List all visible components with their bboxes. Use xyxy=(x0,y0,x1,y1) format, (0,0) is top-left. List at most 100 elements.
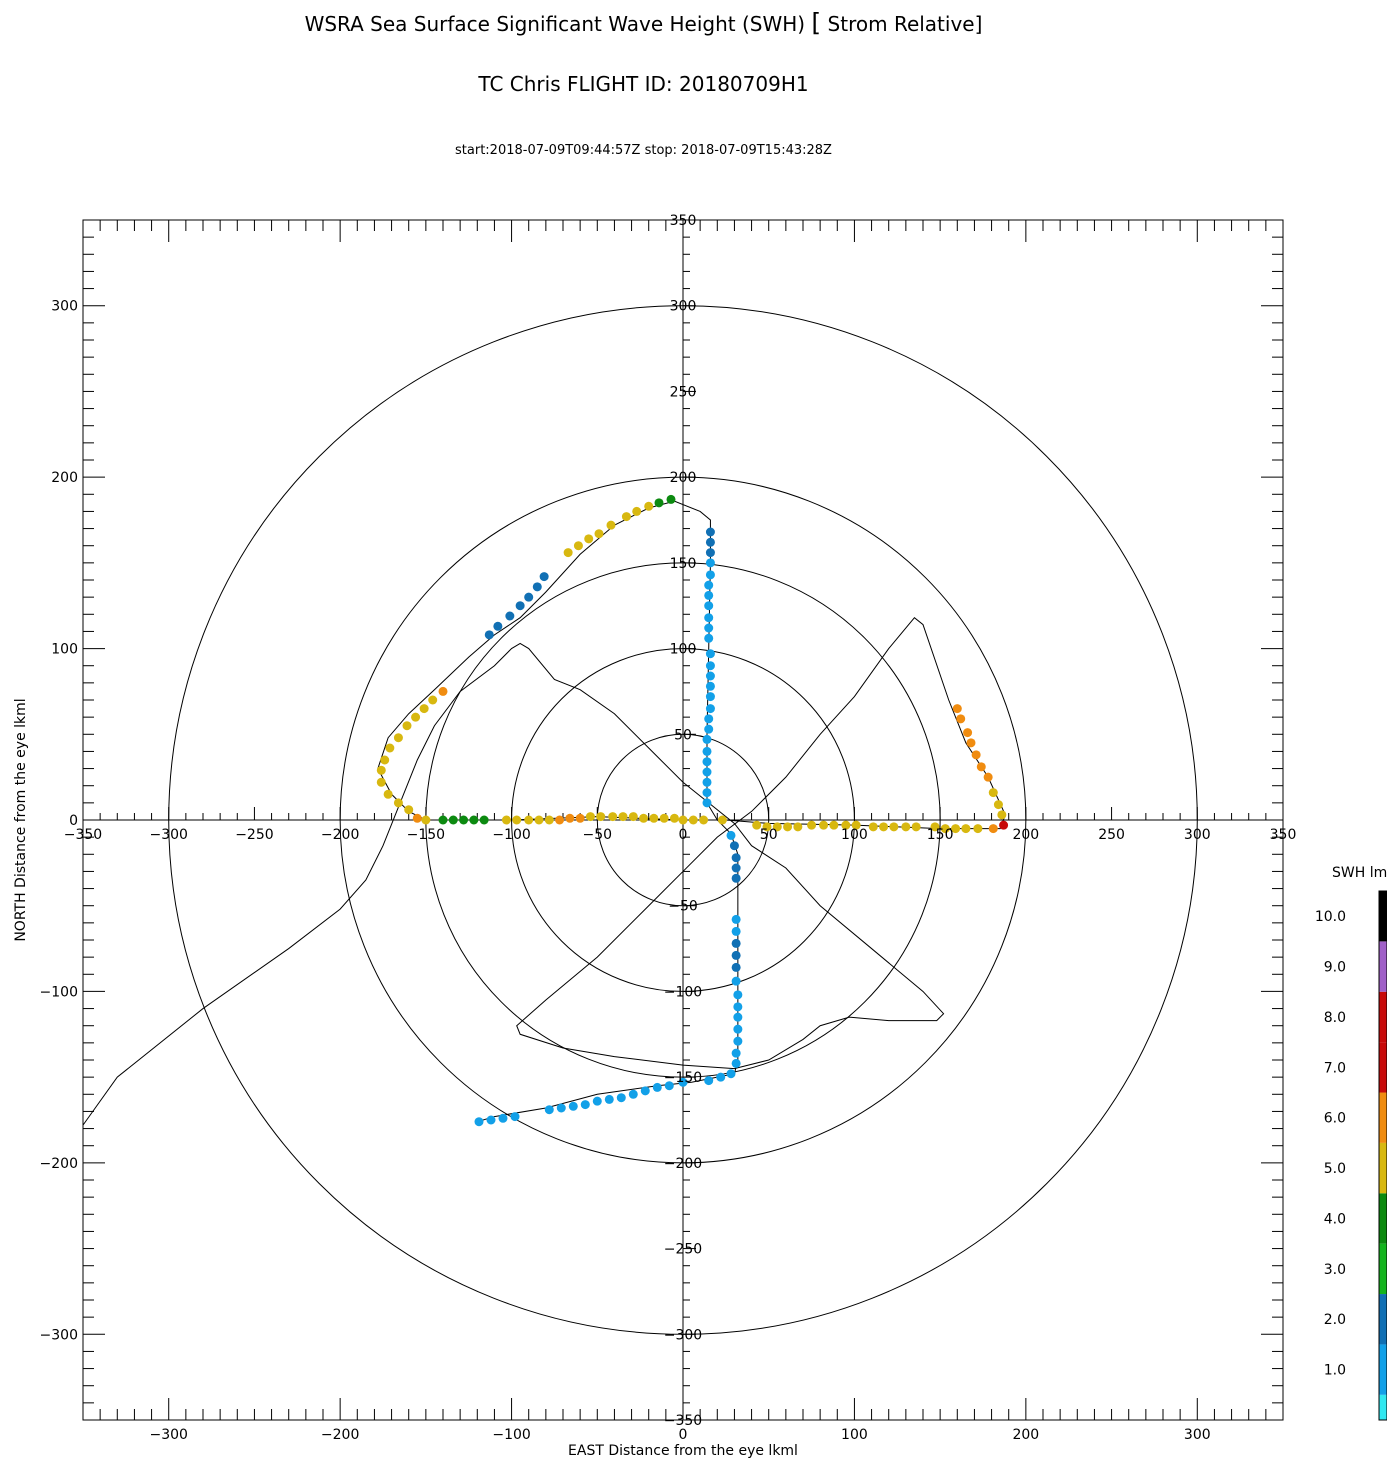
swh-point xyxy=(628,1089,638,1099)
swh-point xyxy=(993,800,1003,810)
swh-point xyxy=(901,822,911,832)
swh-points xyxy=(376,494,1009,1127)
swh-point xyxy=(419,704,429,714)
swh-point xyxy=(733,1036,743,1046)
center-x-tick-label: −350 xyxy=(64,827,102,843)
x-tick-label: 0 xyxy=(679,1427,688,1443)
center-y-tick-label: −50 xyxy=(668,899,698,915)
center-x-tick-label: −50 xyxy=(583,827,613,843)
center-x-tick-label: 350 xyxy=(1270,827,1297,843)
color-bar-tick-label: 10.0 xyxy=(1315,909,1346,925)
swh-point xyxy=(659,813,669,823)
swh-point xyxy=(961,824,971,834)
swh-point xyxy=(688,815,698,825)
swh-point xyxy=(654,498,664,508)
swh-point xyxy=(868,822,878,832)
swh-point xyxy=(563,548,573,558)
swh-point xyxy=(539,572,549,582)
center-y-tick-label: −150 xyxy=(664,1070,702,1086)
swh-point xyxy=(705,537,715,547)
center-y-tick-label: 300 xyxy=(670,299,697,315)
swh-point xyxy=(505,611,515,621)
swh-point xyxy=(879,822,889,832)
x-axis-label: EAST Distance from the eye lkml xyxy=(568,1443,798,1459)
swh-point xyxy=(640,1086,650,1096)
center-x-tick-label: 200 xyxy=(1012,827,1039,843)
swh-point xyxy=(404,805,414,815)
swh-point xyxy=(716,1072,726,1082)
swh-point xyxy=(702,734,712,744)
swh-point xyxy=(704,724,714,734)
swh-point xyxy=(731,914,741,924)
chart-title: WSRA Sea Surface Significant Wave Height… xyxy=(0,8,1287,37)
swh-point xyxy=(704,1076,714,1086)
swh-point xyxy=(702,777,712,787)
swh-point xyxy=(819,820,829,830)
center-x-tick-label: 300 xyxy=(1184,827,1211,843)
y-tick-label: 300 xyxy=(51,299,78,315)
title-text: WSRA Sea Surface Significant Wave Height… xyxy=(304,12,806,36)
color-bar-tick-label: 9.0 xyxy=(1324,960,1346,976)
swh-point xyxy=(731,962,741,972)
color-bar-tick-label: 6.0 xyxy=(1324,1111,1346,1127)
color-bin xyxy=(1379,991,1387,1043)
color-bar-border xyxy=(1378,890,1387,1421)
swh-point xyxy=(532,582,542,592)
y-tick-label: 0 xyxy=(69,813,78,829)
swh-point xyxy=(469,815,479,825)
swh-point xyxy=(733,1024,743,1034)
color-bar-tick-label: 1.0 xyxy=(1324,1363,1346,1379)
center-y-tick-label: 50 xyxy=(674,727,692,743)
swh-point xyxy=(616,1093,626,1103)
swh-point xyxy=(575,813,585,823)
swh-point xyxy=(580,1100,590,1110)
swh-point xyxy=(762,822,772,832)
swh-point xyxy=(705,558,715,568)
swh-point xyxy=(973,824,983,834)
center-y-tick-label: 150 xyxy=(670,556,697,572)
swh-point xyxy=(376,765,386,775)
swh-point xyxy=(988,788,998,798)
swh-point xyxy=(772,822,782,832)
swh-point xyxy=(556,1103,566,1113)
swh-point xyxy=(705,692,715,702)
swh-point xyxy=(705,570,715,580)
color-bin xyxy=(1379,1142,1387,1194)
swh-point xyxy=(484,630,494,640)
swh-point xyxy=(705,704,715,714)
swh-point xyxy=(479,815,489,825)
center-x-tick-label: −250 xyxy=(235,827,273,843)
swh-point xyxy=(951,824,961,834)
swh-point xyxy=(966,738,976,748)
swh-point xyxy=(731,863,741,873)
swh-point xyxy=(731,976,741,986)
swh-point xyxy=(704,590,714,600)
swh-point xyxy=(702,798,712,808)
time-range: start:2018-07-09T09:44:57Z stop: 2018-07… xyxy=(455,143,832,158)
swh-point xyxy=(983,772,993,782)
swh-point xyxy=(568,1101,578,1111)
y-tick-label: −100 xyxy=(40,984,78,1000)
swh-point xyxy=(412,813,422,823)
swh-point xyxy=(793,822,803,832)
swh-point xyxy=(486,1115,496,1125)
x-tick-label: 100 xyxy=(841,1427,868,1443)
color-bar-tick-label: 8.0 xyxy=(1324,1010,1346,1026)
swh-point xyxy=(596,812,606,822)
swh-point xyxy=(704,623,714,633)
swh-point xyxy=(911,822,921,832)
swh-point xyxy=(702,757,712,767)
color-bin xyxy=(1379,891,1387,942)
swh-point xyxy=(807,820,817,830)
swh-point xyxy=(731,938,741,948)
swh-point xyxy=(731,926,741,936)
swh-point xyxy=(731,1048,741,1058)
center-y-tick-label: −250 xyxy=(664,1242,702,1258)
swh-point xyxy=(632,506,642,516)
center-y-tick-label: 200 xyxy=(670,470,697,486)
swh-point xyxy=(421,815,431,825)
swh-point xyxy=(705,681,715,691)
x-tick-label: −100 xyxy=(492,1427,530,1443)
swh-point xyxy=(380,755,390,765)
swh-point xyxy=(474,1117,484,1127)
